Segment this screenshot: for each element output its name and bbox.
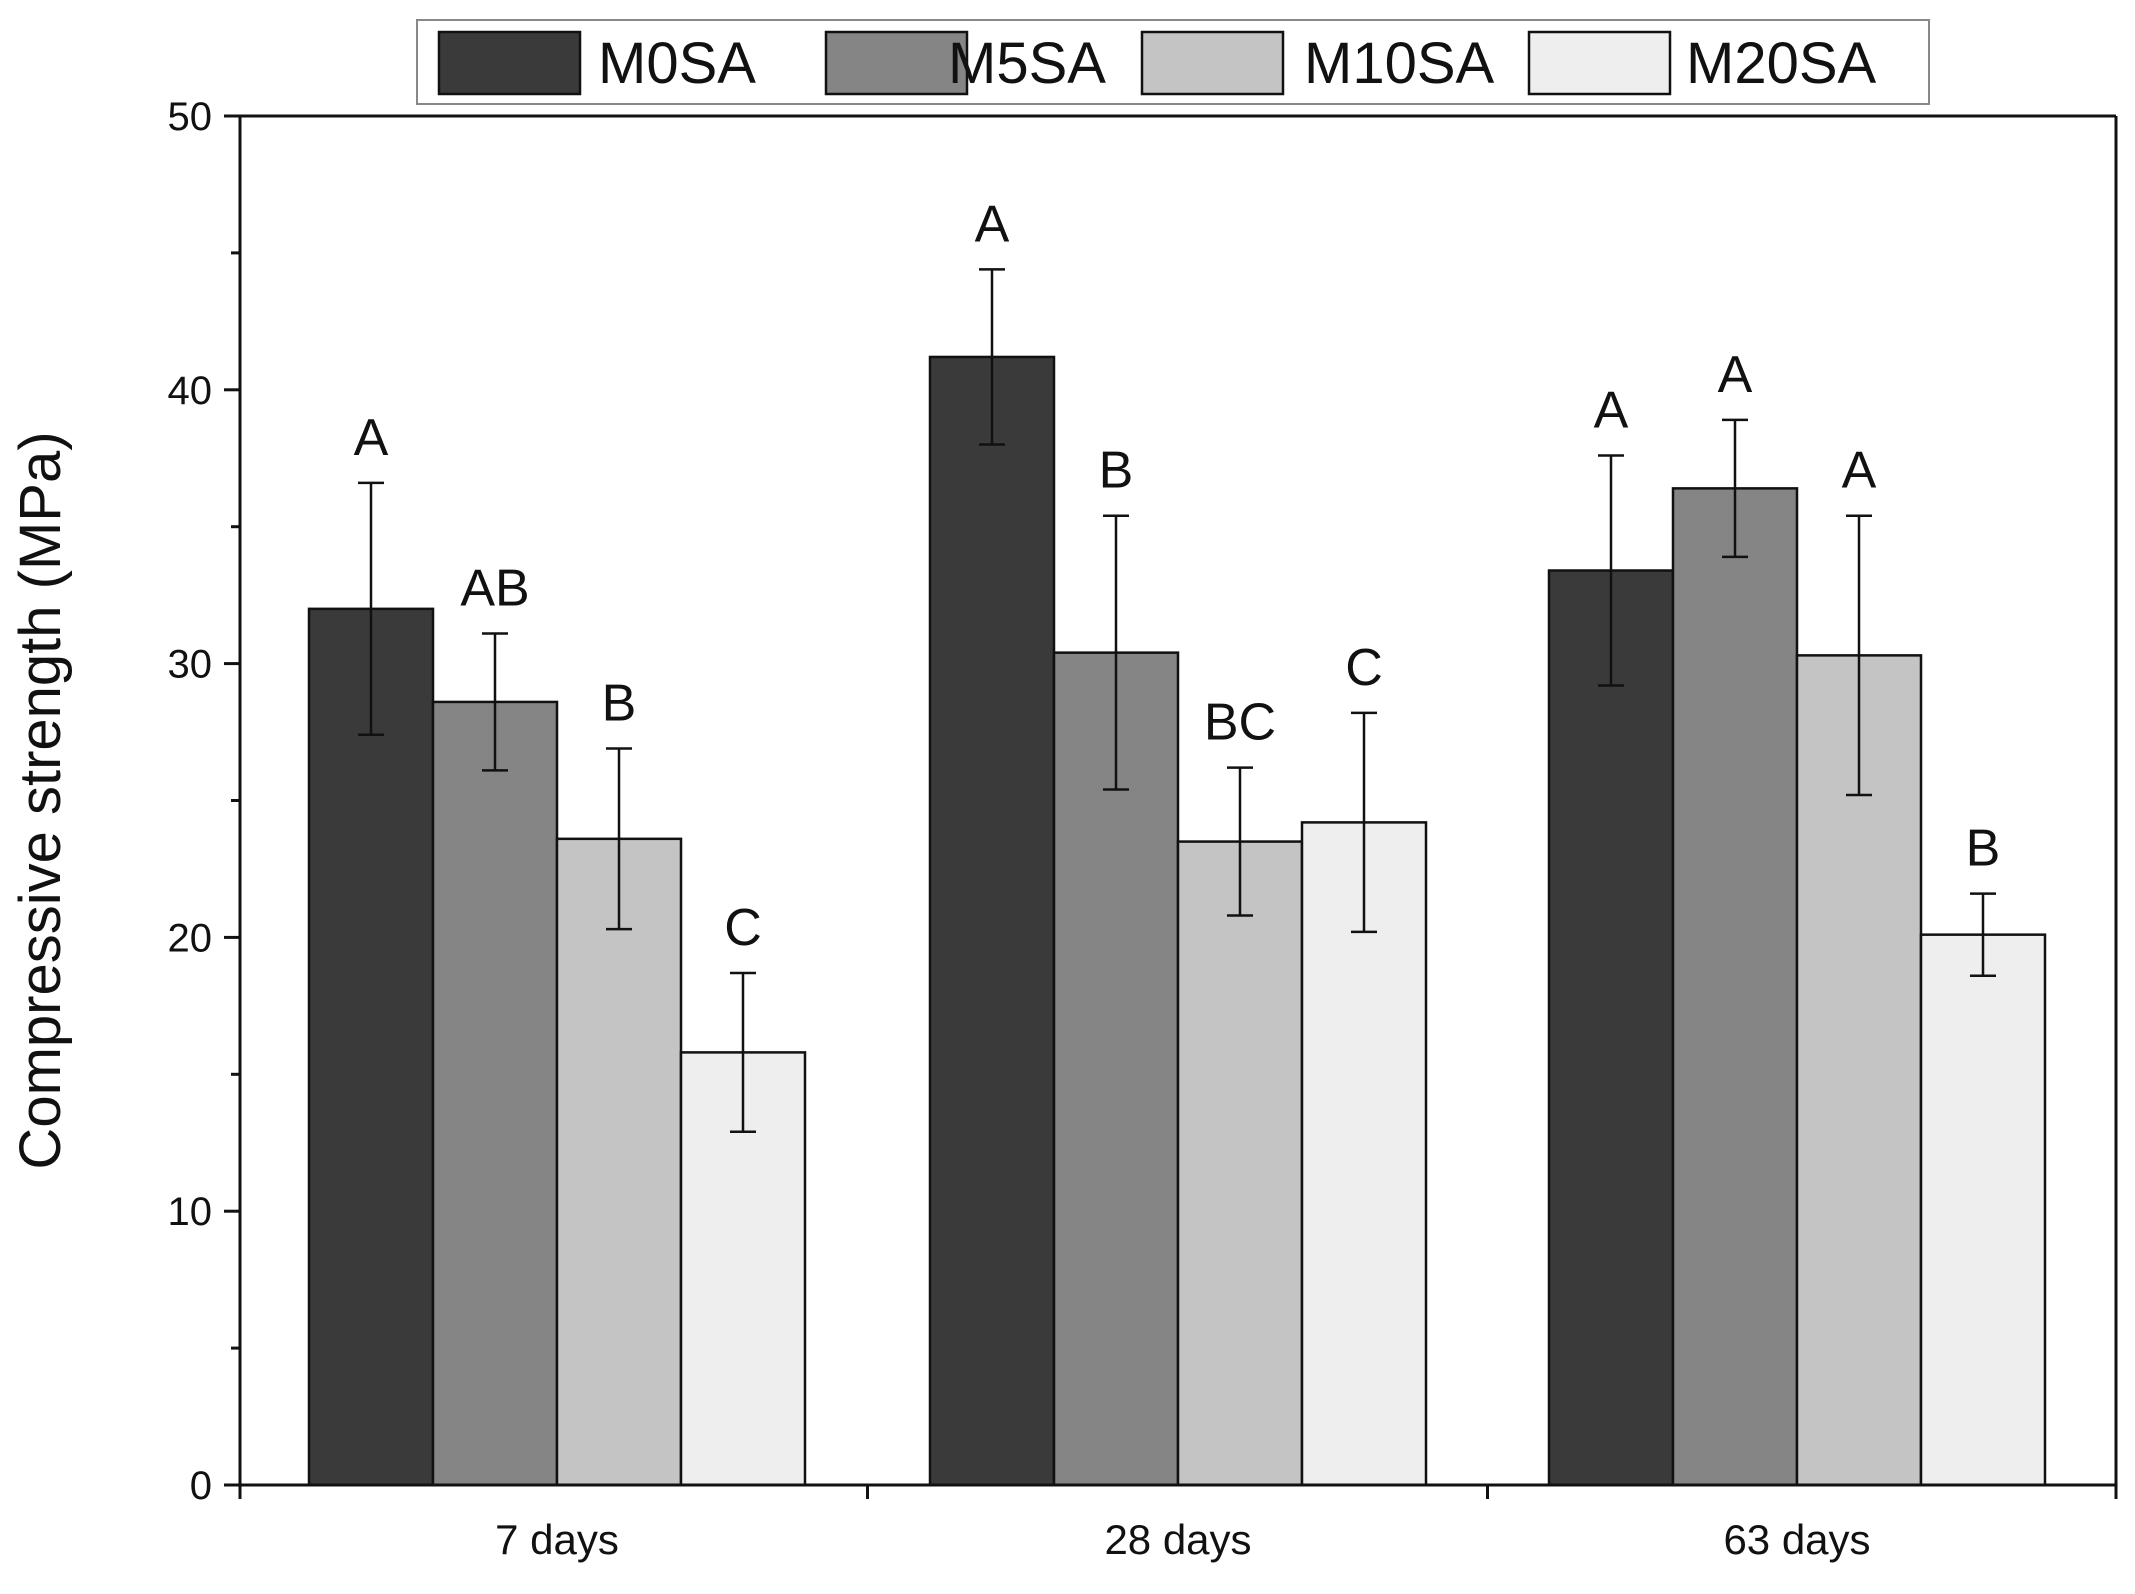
- significance-letter-M20SA-7-days: C: [724, 899, 762, 957]
- legend-swatch-M10SA: [1140, 30, 1285, 96]
- y-tick-label-0: 0: [190, 1464, 212, 1508]
- legend-label-M5SA: M5SA: [948, 31, 1106, 96]
- significance-letter-M10SA-63-days: A: [1842, 442, 1877, 500]
- error-bar-M0SA-63-days: [1598, 454, 1624, 687]
- error-bar-M0SA-7-days: [358, 481, 384, 737]
- significance-letter-M5SA-7-days: AB: [460, 559, 529, 617]
- significance-letter-M5SA-63-days: A: [1718, 346, 1753, 404]
- y-axis-title: Compressive strength (MPa): [8, 431, 73, 1169]
- bar-M0SA-7-days: [307, 607, 435, 1487]
- error-bar-M10SA-63-days: [1846, 514, 1872, 797]
- bar-M10SA-28-days: [1176, 840, 1304, 1487]
- error-bars: [358, 268, 1996, 1134]
- bar-M0SA-28-days: [928, 355, 1056, 1487]
- error-bar-M5SA-7-days: [482, 632, 508, 772]
- significance-letter-M0SA-63-days: A: [1594, 382, 1629, 440]
- error-bar-M20SA-63-days: [1970, 892, 1996, 977]
- y-tick-label-40: 40: [168, 369, 213, 413]
- bar-M0SA-63-days: [1547, 569, 1675, 1487]
- significance-letter-M0SA-28-days: A: [975, 195, 1010, 253]
- bar-M10SA-7-days: [555, 837, 683, 1487]
- significance-letter-M5SA-28-days: B: [1099, 442, 1134, 500]
- legend-swatch-M5SA: [824, 30, 969, 96]
- bar-M5SA-63-days: [1671, 487, 1799, 1487]
- legend-label-M20SA: M20SA: [1686, 31, 1877, 96]
- bars: [307, 355, 2047, 1487]
- axes: 0 10 20 30 40 50 7 days 28 days 63 days: [168, 95, 2118, 1563]
- error-bar-M10SA-28-days: [1227, 766, 1253, 917]
- legend: M0SA M5SA M10SA M20SA: [416, 19, 1930, 105]
- legend-label-M0SA: M0SA: [598, 31, 756, 96]
- significance-letter-M10SA-7-days: B: [602, 674, 637, 732]
- x-category-label-28-days: 28 days: [1104, 1516, 1251, 1563]
- error-bar-M0SA-28-days: [979, 268, 1005, 446]
- x-category-label-63-days: 63 days: [1723, 1516, 1870, 1563]
- significance-letter-M10SA-28-days: BC: [1204, 694, 1276, 752]
- error-bar-M5SA-63-days: [1722, 418, 1748, 559]
- significance-letter-M20SA-28-days: C: [1345, 639, 1383, 697]
- error-bar-M20SA-28-days: [1351, 711, 1377, 934]
- error-bar-M20SA-7-days: [730, 971, 756, 1134]
- bar-M20SA-63-days: [1919, 933, 2047, 1487]
- error-bar-M5SA-28-days: [1103, 514, 1129, 791]
- significance-letter-M20SA-63-days: B: [1966, 820, 2001, 878]
- significance-letter-M0SA-7-days: A: [354, 409, 389, 467]
- bar-M5SA-7-days: [431, 700, 559, 1487]
- y-tick-label-20: 20: [168, 916, 213, 960]
- x-category-label-7-days: 7 days: [495, 1516, 619, 1563]
- legend-label-M10SA: M10SA: [1304, 31, 1495, 96]
- y-tick-label-50: 50: [168, 95, 213, 139]
- y-tick-label-30: 30: [168, 643, 213, 687]
- error-bar-M10SA-7-days: [606, 747, 632, 931]
- y-tick-label-10: 10: [168, 1190, 213, 1234]
- legend-swatch-M20SA: [1527, 30, 1672, 96]
- legend-swatch-M0SA: [437, 30, 582, 96]
